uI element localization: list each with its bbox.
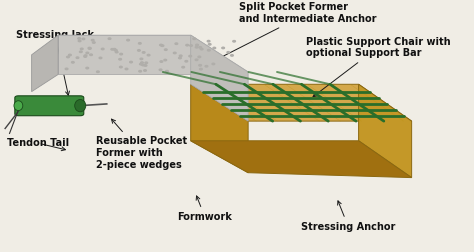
Circle shape xyxy=(173,52,176,54)
Circle shape xyxy=(84,56,87,57)
Circle shape xyxy=(222,47,225,49)
Circle shape xyxy=(130,61,132,63)
Circle shape xyxy=(88,47,91,49)
Circle shape xyxy=(138,43,141,44)
Circle shape xyxy=(142,64,145,66)
Circle shape xyxy=(179,55,182,56)
Circle shape xyxy=(227,52,229,53)
Circle shape xyxy=(119,58,121,60)
Circle shape xyxy=(84,55,87,56)
Circle shape xyxy=(193,38,195,40)
Text: Plastic Support Chair with
optional Support Bar: Plastic Support Chair with optional Supp… xyxy=(306,37,450,97)
Circle shape xyxy=(160,44,162,46)
Circle shape xyxy=(142,52,145,53)
Polygon shape xyxy=(58,35,191,74)
Circle shape xyxy=(161,45,164,46)
Polygon shape xyxy=(191,84,411,121)
Circle shape xyxy=(69,54,71,56)
Circle shape xyxy=(127,39,129,41)
Circle shape xyxy=(199,65,201,66)
Circle shape xyxy=(67,56,69,58)
Circle shape xyxy=(159,69,162,71)
Circle shape xyxy=(111,49,114,50)
Circle shape xyxy=(97,71,99,73)
Polygon shape xyxy=(32,35,58,92)
Circle shape xyxy=(185,60,188,62)
Text: Reusable Pocket
Former with
2-piece wedges: Reusable Pocket Former with 2-piece wedg… xyxy=(96,119,187,170)
Circle shape xyxy=(76,57,79,58)
Ellipse shape xyxy=(14,101,23,111)
Circle shape xyxy=(120,53,122,55)
Circle shape xyxy=(113,48,116,50)
Circle shape xyxy=(179,57,181,59)
Circle shape xyxy=(72,61,74,63)
Text: Stressing Anchor: Stressing Anchor xyxy=(301,201,395,232)
Circle shape xyxy=(108,38,111,39)
Circle shape xyxy=(78,40,81,42)
Circle shape xyxy=(199,47,201,48)
Circle shape xyxy=(92,42,95,43)
Circle shape xyxy=(140,64,142,65)
Circle shape xyxy=(119,66,122,68)
Polygon shape xyxy=(191,84,248,173)
Circle shape xyxy=(115,50,117,51)
Circle shape xyxy=(190,45,192,46)
Circle shape xyxy=(182,67,184,68)
Circle shape xyxy=(164,59,166,61)
Circle shape xyxy=(86,67,89,69)
Circle shape xyxy=(115,51,118,53)
FancyBboxPatch shape xyxy=(15,96,84,116)
Circle shape xyxy=(80,51,82,52)
Circle shape xyxy=(198,56,201,58)
Circle shape xyxy=(195,47,198,48)
Circle shape xyxy=(195,59,198,60)
Circle shape xyxy=(196,44,199,46)
Circle shape xyxy=(144,65,147,66)
Circle shape xyxy=(189,55,191,57)
Text: Formwork: Formwork xyxy=(177,196,232,222)
Circle shape xyxy=(205,66,208,67)
Circle shape xyxy=(78,38,81,39)
Circle shape xyxy=(91,40,94,41)
Circle shape xyxy=(209,44,211,45)
Text: Stressing Jack: Stressing Jack xyxy=(16,30,94,95)
Circle shape xyxy=(208,50,210,51)
Circle shape xyxy=(166,71,168,72)
Circle shape xyxy=(81,48,83,50)
Text: Tendon Tail: Tendon Tail xyxy=(7,138,70,151)
Circle shape xyxy=(137,50,140,51)
Circle shape xyxy=(141,62,143,63)
Circle shape xyxy=(90,54,92,55)
Circle shape xyxy=(99,57,102,59)
Circle shape xyxy=(82,38,85,40)
Circle shape xyxy=(213,47,216,49)
Text: Split Pocket Former
and Intermediate Anchor: Split Pocket Former and Intermediate Anc… xyxy=(205,2,377,65)
Polygon shape xyxy=(191,141,411,178)
Circle shape xyxy=(164,49,167,50)
Circle shape xyxy=(186,44,189,46)
Circle shape xyxy=(139,71,141,72)
Circle shape xyxy=(233,41,236,42)
Polygon shape xyxy=(191,35,248,121)
Ellipse shape xyxy=(75,100,86,112)
Circle shape xyxy=(175,43,178,44)
Circle shape xyxy=(212,63,215,65)
Polygon shape xyxy=(359,84,411,178)
Circle shape xyxy=(144,70,146,71)
Polygon shape xyxy=(58,35,248,72)
Circle shape xyxy=(200,68,202,70)
Circle shape xyxy=(140,58,143,60)
Circle shape xyxy=(207,40,210,42)
Circle shape xyxy=(125,68,128,70)
Circle shape xyxy=(147,54,150,56)
Circle shape xyxy=(65,68,68,70)
Circle shape xyxy=(145,62,147,64)
Circle shape xyxy=(86,52,89,54)
Circle shape xyxy=(231,55,233,56)
Circle shape xyxy=(160,61,163,62)
Circle shape xyxy=(201,48,203,50)
Circle shape xyxy=(101,48,104,50)
Circle shape xyxy=(89,48,91,49)
